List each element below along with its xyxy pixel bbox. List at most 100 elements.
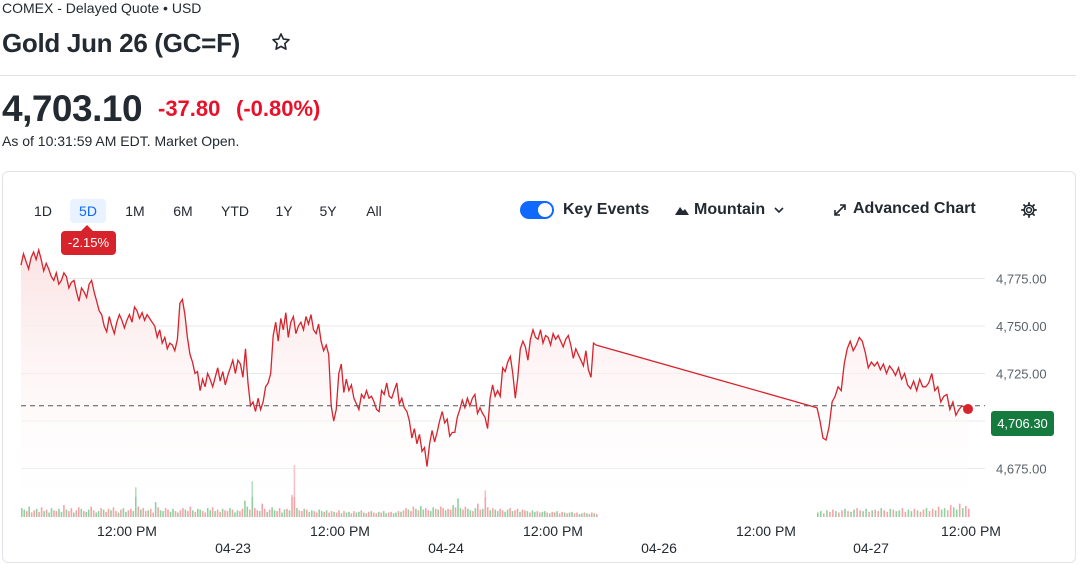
- volume-bar: [452, 505, 454, 517]
- volume-bar: [100, 508, 102, 517]
- volume-bar: [231, 509, 234, 517]
- volume-bar: [943, 508, 946, 517]
- y-tick-label: 4,675.00: [996, 462, 1047, 477]
- volume-bar: [922, 509, 925, 517]
- volume-bar: [355, 512, 358, 517]
- volume-bar: [296, 508, 298, 517]
- volume-bar: [301, 511, 303, 517]
- volume-bar: [30, 512, 33, 517]
- range-1d-button[interactable]: 1D: [34, 203, 52, 219]
- volume-bar: [454, 507, 457, 517]
- volume-bar: [489, 510, 491, 517]
- gear-icon[interactable]: [1020, 201, 1038, 219]
- volume-bar: [444, 510, 447, 517]
- volume-bar: [588, 514, 591, 517]
- expand-icon[interactable]: [832, 202, 848, 218]
- volume-bar: [211, 507, 214, 517]
- volume-bar: [70, 508, 73, 517]
- volume-bar: [303, 508, 306, 517]
- price-change-percent: (-0.80%): [236, 96, 321, 121]
- volume-bar: [278, 508, 281, 517]
- volume-bar: [68, 511, 70, 517]
- key-events-toggle[interactable]: [520, 201, 554, 219]
- volume-bar: [21, 508, 23, 517]
- range-6m-button[interactable]: 6M: [173, 203, 193, 219]
- volume-bar: [63, 505, 65, 517]
- volume-bar: [901, 508, 904, 517]
- range-5y-button[interactable]: 5Y: [319, 203, 337, 219]
- volume-bar: [578, 514, 581, 517]
- volume-bar: [835, 511, 837, 517]
- volume-bar: [898, 510, 901, 517]
- volume-bar: [952, 507, 955, 517]
- volume-bar: [968, 508, 970, 517]
- volume-bar: [167, 509, 169, 517]
- volume-bar: [276, 511, 278, 517]
- volume-bar: [189, 506, 192, 517]
- key-events-label[interactable]: Key Events: [563, 201, 650, 218]
- exchange-label: COMEX - Delayed Quote • USD: [2, 0, 202, 16]
- volume-bar: [246, 506, 249, 517]
- volume-bar: [38, 511, 40, 517]
- range-ytd-button[interactable]: YTD: [221, 203, 249, 219]
- range-change-badge-pointer: [81, 225, 93, 231]
- range-1y-button[interactable]: 1Y: [275, 203, 293, 219]
- volume-bar: [563, 512, 566, 517]
- volume-bar: [486, 507, 489, 517]
- price-line-segment-1: [20, 247, 597, 467]
- chevron-down-icon[interactable]: [773, 204, 785, 216]
- volume-bar: [241, 508, 244, 517]
- volume-bar: [910, 511, 913, 517]
- volume-bar: [934, 510, 937, 517]
- x-time-label: 12:00 PM: [941, 523, 1001, 539]
- volume-bar: [865, 508, 867, 517]
- star-icon[interactable]: [270, 31, 292, 53]
- last-price-label: 4,706.30: [991, 411, 1054, 436]
- volume-bar: [197, 508, 199, 517]
- volume-bar: [273, 510, 276, 517]
- volume-bar: [343, 511, 345, 517]
- volume-bar: [271, 507, 273, 517]
- volume-bar: [531, 510, 534, 517]
- volume-bar: [204, 512, 206, 517]
- volume-bar: [43, 511, 45, 517]
- volume-bar: [236, 510, 239, 517]
- volume-bar: [234, 512, 236, 517]
- volume-bar: [955, 509, 958, 517]
- volume-bar: [474, 508, 477, 517]
- price-change: -37.80: [158, 96, 221, 121]
- volume-bar: [844, 508, 846, 517]
- volume-bar: [244, 500, 246, 517]
- price-line-gap: [595, 344, 818, 409]
- volume-bar: [261, 503, 263, 517]
- volume-bar: [838, 512, 840, 517]
- volume-bar: [539, 512, 541, 517]
- volume-bar: [127, 510, 130, 517]
- volume-bar: [913, 508, 916, 517]
- volume-bar: [859, 510, 861, 517]
- chart-type-dropdown[interactable]: Mountain: [694, 201, 766, 218]
- volume-bar: [308, 511, 311, 517]
- volume-bar: [467, 508, 469, 517]
- last-price: 4,703.10: [2, 88, 143, 129]
- range-all-button[interactable]: All: [366, 203, 382, 219]
- volume-bar: [48, 512, 50, 517]
- volume-bar: [561, 511, 563, 517]
- advanced-chart-button[interactable]: Advanced Chart: [853, 200, 976, 217]
- volume-bar: [75, 510, 78, 517]
- volume-bar: [135, 487, 137, 517]
- volume-bar: [286, 508, 288, 517]
- volume-bar: [201, 511, 204, 517]
- volume-bar: [348, 511, 350, 517]
- volume-bar: [172, 508, 174, 517]
- range-5d-button[interactable]: 5D: [70, 199, 106, 223]
- volume-bar: [526, 511, 529, 517]
- volume-bar: [35, 508, 38, 517]
- volume-bar: [117, 512, 120, 517]
- volume-bar: [506, 509, 509, 517]
- range-1m-button[interactable]: 1M: [125, 203, 145, 219]
- volume-bar: [904, 511, 907, 517]
- volume-bar: [524, 510, 526, 517]
- volume-bar: [363, 512, 365, 517]
